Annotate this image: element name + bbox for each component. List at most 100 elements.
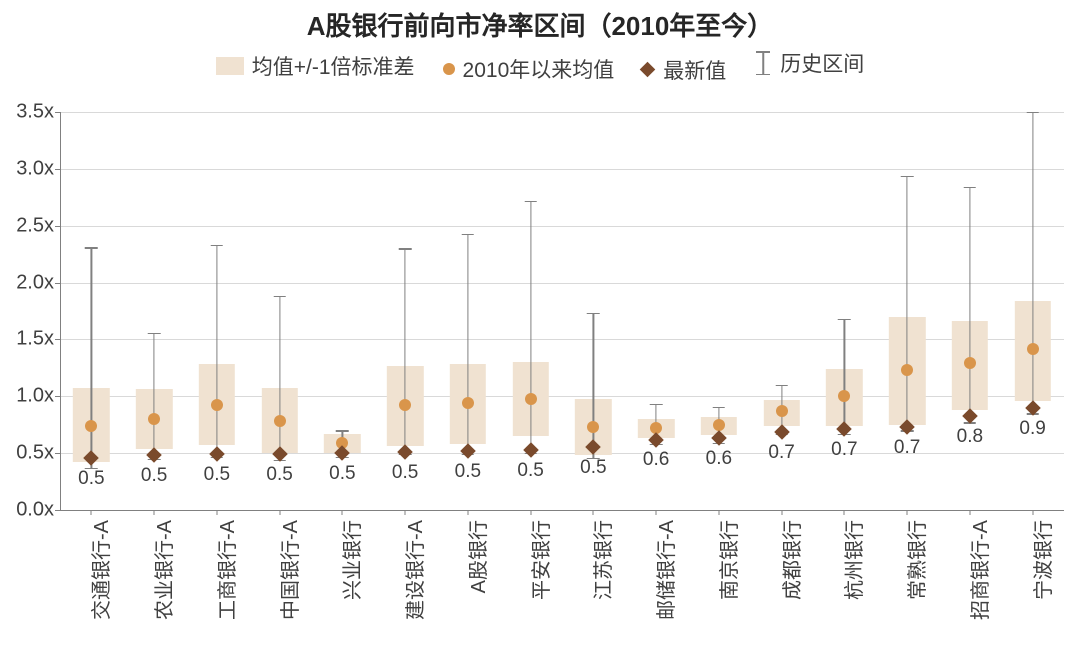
category: 0.7常熟银行 [876,112,939,510]
legend-label: 最新值 [663,55,726,85]
value-label: 0.5 [266,464,292,486]
x-category-label: 交通银行-A [85,520,114,620]
category: 0.5中国银行-A [248,112,311,510]
whisker-line [405,248,406,454]
chart-legend: 均值+/-1倍标准差 2010年以来均值 最新值历史区间 [0,48,1080,85]
xtick-mark [781,510,782,515]
whisker-cap-top [273,296,286,297]
category: 0.5江苏银行 [562,112,625,510]
mean-dot [399,399,411,411]
category: 0.6邮储银行-A [625,112,688,510]
xtick-mark [593,510,594,515]
whisker-cap-top [211,245,224,246]
ytick-label: 3.0x [16,157,60,180]
mean-dot [462,397,474,409]
xtick-mark [405,510,406,515]
whisker-cap-top [524,201,537,202]
whisker-line [907,176,908,431]
whisker-line [593,313,594,457]
legend-item: 历史区间 [754,48,864,78]
value-label: 0.5 [455,461,481,483]
ytick-label: 2.5x [16,214,60,237]
chart-title: A股银行前向市净率区间（2010年至今） [0,6,1080,43]
xtick-mark [467,510,468,515]
whisker-line [1032,112,1033,413]
ytick-label: 0.5x [16,442,60,465]
value-label: 0.6 [706,448,732,470]
value-label: 0.5 [204,464,230,486]
x-category-label: 杭州银行 [838,520,867,600]
value-label: 0.5 [580,457,606,479]
mean-dot [776,405,788,417]
mean-dot [525,393,537,405]
category: 0.5平安银行 [499,112,562,510]
value-label: 0.6 [643,449,669,471]
latest-diamond [397,444,413,460]
xtick-mark [530,510,531,515]
ytick-label: 3.5x [16,101,60,124]
mean-dot [587,421,599,433]
x-category-label: 兴业银行 [336,520,365,600]
value-label: 0.5 [392,462,418,484]
category: 0.6南京银行 [688,112,751,510]
x-category-label: 江苏银行 [587,520,616,600]
whisker-line [969,187,970,422]
ytick-label: 0.0x [16,499,60,522]
whisker-line [844,319,845,434]
value-label: 0.7 [768,442,794,464]
x-axis-line [60,510,1064,511]
whisker-line [467,234,468,455]
mean-dot [964,357,976,369]
latest-diamond [523,442,539,458]
xtick-mark [969,510,970,515]
x-category-label: 常熟银行 [901,520,930,600]
value-label: 0.5 [517,460,543,482]
latest-diamond [146,448,162,464]
legend-label: 2010年以来均值 [463,54,615,84]
whisker-cap-top [901,176,914,177]
whisker-cap-top [336,430,349,431]
xtick-mark [907,510,908,515]
latest-diamond [774,424,790,440]
x-category-label: 南京银行 [713,520,742,600]
mean-dot [148,413,160,425]
x-category-label: 工商银行-A [211,520,240,620]
category: 0.7杭州银行 [813,112,876,510]
x-category-label: 中国银行-A [274,520,303,620]
legend-label: 均值+/-1倍标准差 [252,51,415,81]
legend-dot-swatch [443,63,455,75]
whisker-line [216,245,217,457]
whisker-cap-top [775,385,788,386]
mean-dot [713,419,725,431]
whisker-line [154,333,155,459]
mean-dot [85,420,97,432]
xtick-mark [718,510,719,515]
latest-diamond [962,408,978,424]
whisker-cap-top [85,247,98,248]
category: 0.5农业银行-A [123,112,186,510]
latest-diamond [209,447,225,463]
whisker-cap-top [838,319,851,320]
mean-dot [901,364,913,376]
x-category-label: 宁波银行 [1027,520,1056,600]
x-category-label: 农业银行-A [148,520,177,620]
xtick-mark [279,510,280,515]
mean-dot [1027,343,1039,355]
legend-item: 均值+/-1倍标准差 [216,51,415,81]
whisker-line [91,247,92,468]
x-category-label: 邮储银行-A [650,520,679,620]
xtick-mark [91,510,92,515]
plot-area: 0.0x0.5x1.0x1.5x2.0x2.5x3.0x3.5x0.5交通银行-… [60,112,1064,510]
value-label: 0.8 [957,426,983,448]
x-category-label: 招商银行-A [964,520,993,620]
xtick-mark [216,510,217,515]
whisker-cap-top [713,407,726,408]
whisker-cap-top [587,313,600,314]
xtick-mark [342,510,343,515]
xtick-mark [656,510,657,515]
legend-whisker-swatch [754,51,772,75]
whisker-cap-top [650,404,663,405]
x-category-label: 平安银行 [525,520,554,600]
whisker-cap-top [399,248,412,249]
legend-diamond-swatch [640,62,656,78]
